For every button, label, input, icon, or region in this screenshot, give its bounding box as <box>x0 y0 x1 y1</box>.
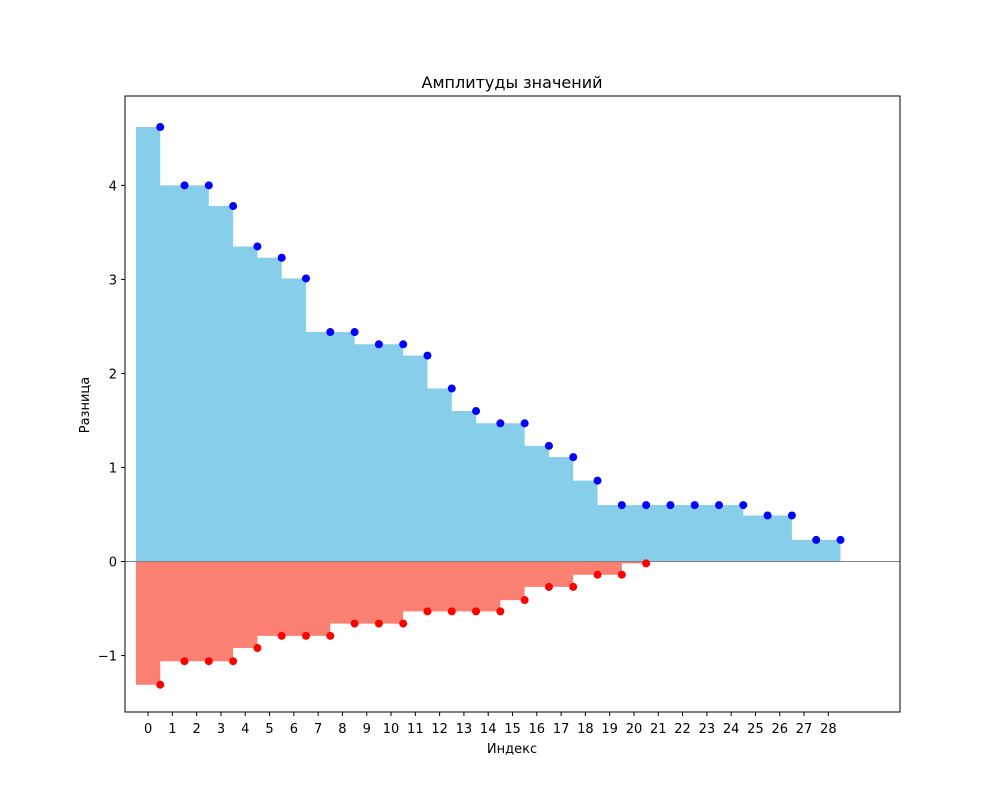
y-tick-label: 4 <box>109 179 117 194</box>
x-tick-label: 10 <box>383 722 400 737</box>
series-0-point-1 <box>180 181 189 190</box>
series-1-point-3 <box>229 657 238 666</box>
series-1-point-7 <box>326 631 335 640</box>
series-1-area <box>135 561 647 685</box>
x-tick-label: 18 <box>577 722 594 737</box>
series-0-point-24 <box>739 501 748 510</box>
series-0-point-5 <box>277 253 286 262</box>
x-tick-label: 1 <box>168 722 176 737</box>
x-tick-label: 20 <box>626 722 643 737</box>
series-0-point-10 <box>399 340 408 349</box>
y-tick-label: 1 <box>109 461 117 476</box>
series-1-point-6 <box>301 631 310 640</box>
x-tick-label: 8 <box>338 722 346 737</box>
x-tick-label: 15 <box>504 722 521 737</box>
series-0-area <box>135 127 841 562</box>
x-tick-label: 21 <box>650 722 667 737</box>
series-0-point-11 <box>423 351 432 360</box>
series-0-point-22 <box>690 501 699 510</box>
series-0-point-21 <box>666 501 675 510</box>
series-1-point-0 <box>156 680 165 689</box>
series-0-point-27 <box>812 535 821 544</box>
y-tick-label: 3 <box>109 273 117 288</box>
series-0-point-19 <box>617 501 626 510</box>
series-0-point-16 <box>544 441 553 450</box>
series-0-point-0 <box>156 123 165 132</box>
series-1-point-20 <box>642 559 651 568</box>
x-tick-label: 22 <box>674 722 691 737</box>
series-0-point-12 <box>447 384 456 393</box>
series-1-point-16 <box>544 582 553 591</box>
x-tick-label: 17 <box>553 722 570 737</box>
x-tick-label: 6 <box>290 722 298 737</box>
series-1-point-18 <box>593 570 602 579</box>
series-1-point-5 <box>277 631 286 640</box>
series-1-point-10 <box>399 619 408 628</box>
series-0-point-13 <box>472 407 481 416</box>
series-1-point-2 <box>204 657 213 666</box>
x-tick-label: 11 <box>407 722 424 737</box>
x-tick-label: 26 <box>771 722 788 737</box>
x-tick-label: 5 <box>265 722 273 737</box>
series-1-point-13 <box>472 607 481 616</box>
series-1-point-4 <box>253 644 262 653</box>
x-tick-label: 16 <box>529 722 546 737</box>
x-tick-label: 0 <box>144 722 152 737</box>
series-1-point-17 <box>569 582 578 591</box>
series-0-point-6 <box>301 274 310 283</box>
series-1-point-19 <box>617 570 626 579</box>
series-0-point-3 <box>229 202 238 211</box>
series-1-point-15 <box>520 596 529 605</box>
series-0-point-14 <box>496 419 505 428</box>
y-tick-label: −1 <box>98 650 117 665</box>
series-1-point-1 <box>180 657 189 666</box>
series-0-point-8 <box>350 328 359 337</box>
series-0-point-9 <box>374 340 383 349</box>
series-1-point-12 <box>447 607 456 616</box>
series-0-point-17 <box>569 453 578 462</box>
x-axis-label: Индекс <box>487 742 537 757</box>
x-tick-label: 25 <box>747 722 764 737</box>
x-tick-label: 2 <box>193 722 201 737</box>
series-0-point-18 <box>593 476 602 485</box>
series-0-point-28 <box>836 535 845 544</box>
x-tick-label: 27 <box>796 722 813 737</box>
data-markers <box>156 123 845 689</box>
series-1-point-11 <box>423 607 432 616</box>
step-areas <box>135 127 841 685</box>
y-tick-label: 0 <box>109 556 117 571</box>
y-tick-label: 2 <box>109 367 117 382</box>
series-0-point-4 <box>253 242 262 251</box>
x-tick-label: 7 <box>314 722 322 737</box>
series-0-point-2 <box>204 181 213 190</box>
x-tick-label: 13 <box>456 722 473 737</box>
x-tick-label: 12 <box>431 722 448 737</box>
series-0-point-23 <box>715 501 724 510</box>
x-axis-ticks: 0 1 2 3 4 5 6 7 8 9 10 11 12 13 14 15 16 17 18 19 20 21 22 23 24… <box>144 712 837 737</box>
series-1-point-14 <box>496 607 505 616</box>
x-tick-label: 24 <box>723 722 740 737</box>
x-tick-label: 23 <box>699 722 716 737</box>
y-axis-label: Разница <box>78 377 93 433</box>
series-1-point-9 <box>374 619 383 628</box>
y-axis-ticks: −1 0 1 2 3 4 <box>98 179 125 665</box>
x-tick-label: 9 <box>363 722 371 737</box>
x-tick-label: 14 <box>480 722 497 737</box>
series-1-point-8 <box>350 619 359 628</box>
series-0-point-26 <box>787 511 796 520</box>
series-0-point-7 <box>326 328 335 337</box>
series-0-point-15 <box>520 419 529 428</box>
series-0-point-20 <box>642 501 651 510</box>
x-tick-label: 19 <box>601 722 618 737</box>
series-0-point-25 <box>763 511 772 520</box>
chart-title: Амплитуды значений <box>422 73 603 92</box>
x-tick-label: 3 <box>217 722 225 737</box>
x-tick-label: 28 <box>820 722 837 737</box>
x-tick-label: 4 <box>241 722 249 737</box>
